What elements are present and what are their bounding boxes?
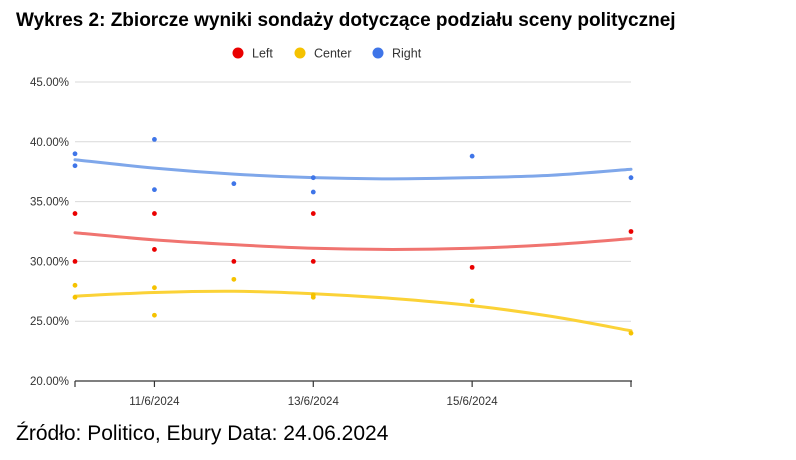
center-data-point: [72, 294, 78, 300]
x-tick-label: 11/6/2024: [129, 396, 180, 408]
legend-label-left: Left: [252, 47, 273, 61]
legend-marker-left: [232, 47, 244, 59]
right-data-point: [152, 137, 157, 142]
y-tick-label: 35.00%: [30, 197, 69, 209]
source-note: Źródło: Politico, Ebury Data: 24.06.2024: [16, 422, 389, 445]
x-tick-label: 15/6/2024: [447, 396, 499, 408]
y-tick-label: 30.00%: [30, 256, 69, 268]
left-data-point: [310, 259, 316, 264]
left-data-point: [628, 229, 634, 234]
legend-marker-center: [294, 47, 306, 59]
right-trendline: [73, 158, 633, 181]
center-data-point: [628, 330, 634, 336]
legend-label-center: Center: [314, 47, 352, 61]
right-data-point: [469, 153, 475, 159]
center-data-point: [310, 294, 316, 300]
x-tick-label: 13/6/2024: [288, 396, 340, 408]
left-data-point: [72, 259, 78, 264]
y-tick-label: 40.00%: [30, 137, 69, 149]
y-tick-label: 25.00%: [30, 316, 69, 328]
chart-title: Wykres 2: Zbiorcze wyniki sondaży dotycz…: [16, 10, 676, 31]
left-data-point: [469, 264, 475, 270]
gridlines: [75, 81, 631, 322]
legend-label-right: Right: [392, 47, 422, 61]
axes: 20.00% 25.00% 30.00% 35.00% 40.00% 45.00% 11/6…: [30, 77, 632, 408]
center-data-point: [231, 276, 237, 282]
left-data-point: [152, 211, 157, 216]
left-data-point: [152, 247, 157, 252]
right-data-point: [72, 163, 78, 169]
left-data-point: [231, 259, 237, 264]
right-data-point: [310, 175, 316, 181]
y-tick-label: 45.00%: [30, 77, 69, 89]
left-trendline: [73, 231, 633, 251]
right-data-point: [310, 189, 316, 195]
center-data-point: [152, 312, 157, 318]
y-tick-label: 20.00%: [30, 376, 69, 388]
right-data-point: [72, 151, 78, 157]
legend-marker-right: [372, 47, 384, 59]
left-data-point: [72, 211, 78, 216]
left-data-point: [310, 211, 316, 216]
legend: Left Center Right: [232, 47, 422, 61]
right-data-point: [628, 175, 634, 181]
data-points: [72, 137, 634, 336]
center-data-point: [152, 285, 157, 291]
center-data-point: [72, 282, 78, 288]
center-data-point: [469, 298, 475, 304]
trendlines: [73, 158, 633, 333]
chart-plot: 20.00% 25.00% 30.00% 35.00% 40.00% 45.00% 11/6…: [30, 47, 634, 408]
center-trendline: [73, 289, 633, 333]
right-data-point: [152, 187, 157, 193]
right-data-point: [231, 181, 237, 187]
